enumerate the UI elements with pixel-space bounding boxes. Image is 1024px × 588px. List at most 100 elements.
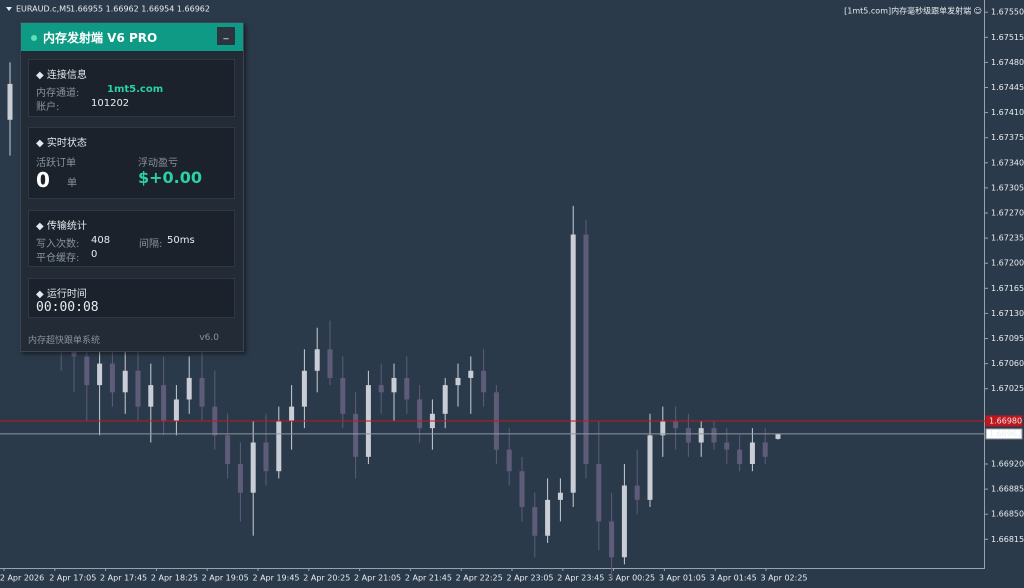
label: 间隔:: [139, 239, 163, 250]
status-section: ◆ 实时状态 活跃订单 0 单 浮动盈亏 $+0.00: [28, 127, 235, 199]
x-tick-label: 2 Apr 2026: [0, 574, 44, 583]
x-tick-label: 2 Apr 19:05: [202, 574, 249, 583]
symbol: EURAUD.c,M5: [16, 5, 71, 14]
candle-body: [570, 234, 576, 493]
candle-body: [314, 349, 320, 371]
x-tick-label: 2 Apr 17:05: [49, 574, 96, 583]
candle-body: [685, 428, 691, 443]
candle-body: [660, 420, 666, 436]
candle-body: [673, 420, 679, 429]
orders: 0: [36, 168, 50, 192]
label: 平仓缓存:: [36, 253, 80, 264]
y-tick-label: 1.66920: [991, 460, 1024, 469]
status-dot: [31, 35, 37, 41]
candle-body: [378, 385, 384, 393]
candle-body: [391, 377, 397, 393]
candle-body: [289, 406, 295, 421]
unit: 单: [67, 178, 77, 189]
panel-title: 内存发射端 V6 PRO: [43, 31, 158, 45]
candle-body: [340, 377, 346, 414]
minimize-button[interactable]: _: [217, 27, 235, 45]
y-tick-label: 1.66885: [991, 485, 1024, 494]
x-tick-label: 2 Apr 18:25: [151, 574, 198, 583]
x-tick-label: 2 Apr 21:45: [405, 574, 452, 583]
price-tag-label: 1.66962: [989, 429, 1022, 438]
candle-body: [634, 485, 640, 500]
candle-body: [609, 521, 615, 558]
pnl: $+0.00: [138, 168, 203, 187]
panel-header: 内存发射端 V6 PRO _: [21, 23, 243, 51]
candle-body: [263, 442, 269, 472]
section-heading: ◆ 运行时间: [36, 289, 87, 300]
candle-body: [276, 420, 282, 472]
candle-body: [225, 435, 231, 465]
label: 浮动盈亏: [138, 158, 178, 169]
label: 内存通道:: [36, 88, 80, 99]
y-tick-label: 1.67480: [991, 58, 1024, 67]
candle-body: [84, 356, 90, 386]
elapsed: 00:00:08: [36, 300, 99, 315]
channel: 1mt5.com: [107, 84, 164, 95]
candle-body: [199, 377, 205, 407]
x-tick-label: 2 Apr 21:05: [354, 574, 401, 583]
x-tick-label: 2 Apr 22:25: [456, 574, 503, 583]
candle-body: [737, 449, 743, 465]
y-tick-label: 1.67550: [991, 8, 1024, 17]
x-tick-label: 2 Apr 20:25: [303, 574, 350, 583]
candle-body: [417, 399, 423, 429]
candle-body: [135, 370, 141, 407]
candle-body: [557, 492, 563, 500]
y-tick-label: 1.67445: [991, 83, 1024, 92]
candle-body: [583, 234, 589, 465]
quote: 1.66955 1.66962 1.66954 1.66962: [70, 5, 210, 14]
section-heading: ◆ 连接信息: [36, 70, 87, 81]
y-tick-label: 1.67410: [991, 108, 1024, 117]
x-tick-label: 3 Apr 00:25: [608, 574, 655, 583]
connection-section: ◆ 连接信息 内存通道: 1mt5.com 账户: 101202: [28, 59, 235, 117]
footer: 内存超快跟单系统: [28, 336, 101, 346]
candle-body: [647, 435, 653, 500]
candle-body: [532, 507, 538, 536]
candle-body: [250, 442, 256, 493]
candle-body: [455, 377, 461, 386]
interval: 50ms: [167, 235, 195, 246]
candle-body: [327, 349, 333, 378]
candle-body: [161, 385, 167, 421]
candle-body: [698, 428, 704, 443]
candle-body: [468, 370, 474, 378]
candle-body: [109, 363, 115, 393]
candle-body: [186, 377, 192, 400]
x-tick-label: 3 Apr 02:25: [760, 574, 807, 583]
y-tick-label: 1.67340: [991, 158, 1024, 167]
y-tick-label: 1.67095: [991, 334, 1024, 343]
y-tick-label: 1.67375: [991, 133, 1024, 142]
candle-body: [711, 428, 717, 443]
candle-body: [481, 370, 487, 393]
candle-body: [724, 442, 730, 450]
candle-body: [122, 370, 128, 393]
y-tick-label: 1.67060: [991, 359, 1024, 368]
candle-body: [775, 433, 781, 439]
x-tick-label: 2 Apr 19:45: [252, 574, 299, 583]
section-heading: ◆ 传输统计: [36, 221, 87, 232]
candle-body: [97, 363, 103, 386]
y-tick-label: 1.67200: [991, 259, 1024, 268]
emitter-panel: 内存发射端 V6 PRO _ ◆ 连接信息 内存通道: 1mt5.com 账户:…: [20, 22, 244, 352]
candle-body: [545, 499, 551, 536]
x-tick-label: 2 Apr 17:45: [100, 574, 147, 583]
price-tag: [985, 428, 1023, 440]
label: 账户:: [36, 102, 60, 113]
candle-body: [148, 385, 154, 407]
section-heading: ◆ 实时状态: [36, 138, 87, 149]
runtime-section: ◆ 运行时间 00:00:08: [28, 278, 235, 318]
y-tick-label: 1.67165: [991, 284, 1024, 293]
x-tick-label: 3 Apr 01:45: [710, 574, 757, 583]
stats-section: ◆ 传输统计 写入次数: 408 间隔: 50ms 平仓缓存: 0: [28, 210, 235, 267]
y-tick-label: 1.66815: [991, 535, 1024, 544]
candle-body: [519, 471, 525, 508]
y-tick-label: 1.67305: [991, 183, 1024, 192]
x-tick-label: 2 Apr 23:45: [557, 574, 604, 583]
label: 写入次数:: [36, 239, 80, 250]
